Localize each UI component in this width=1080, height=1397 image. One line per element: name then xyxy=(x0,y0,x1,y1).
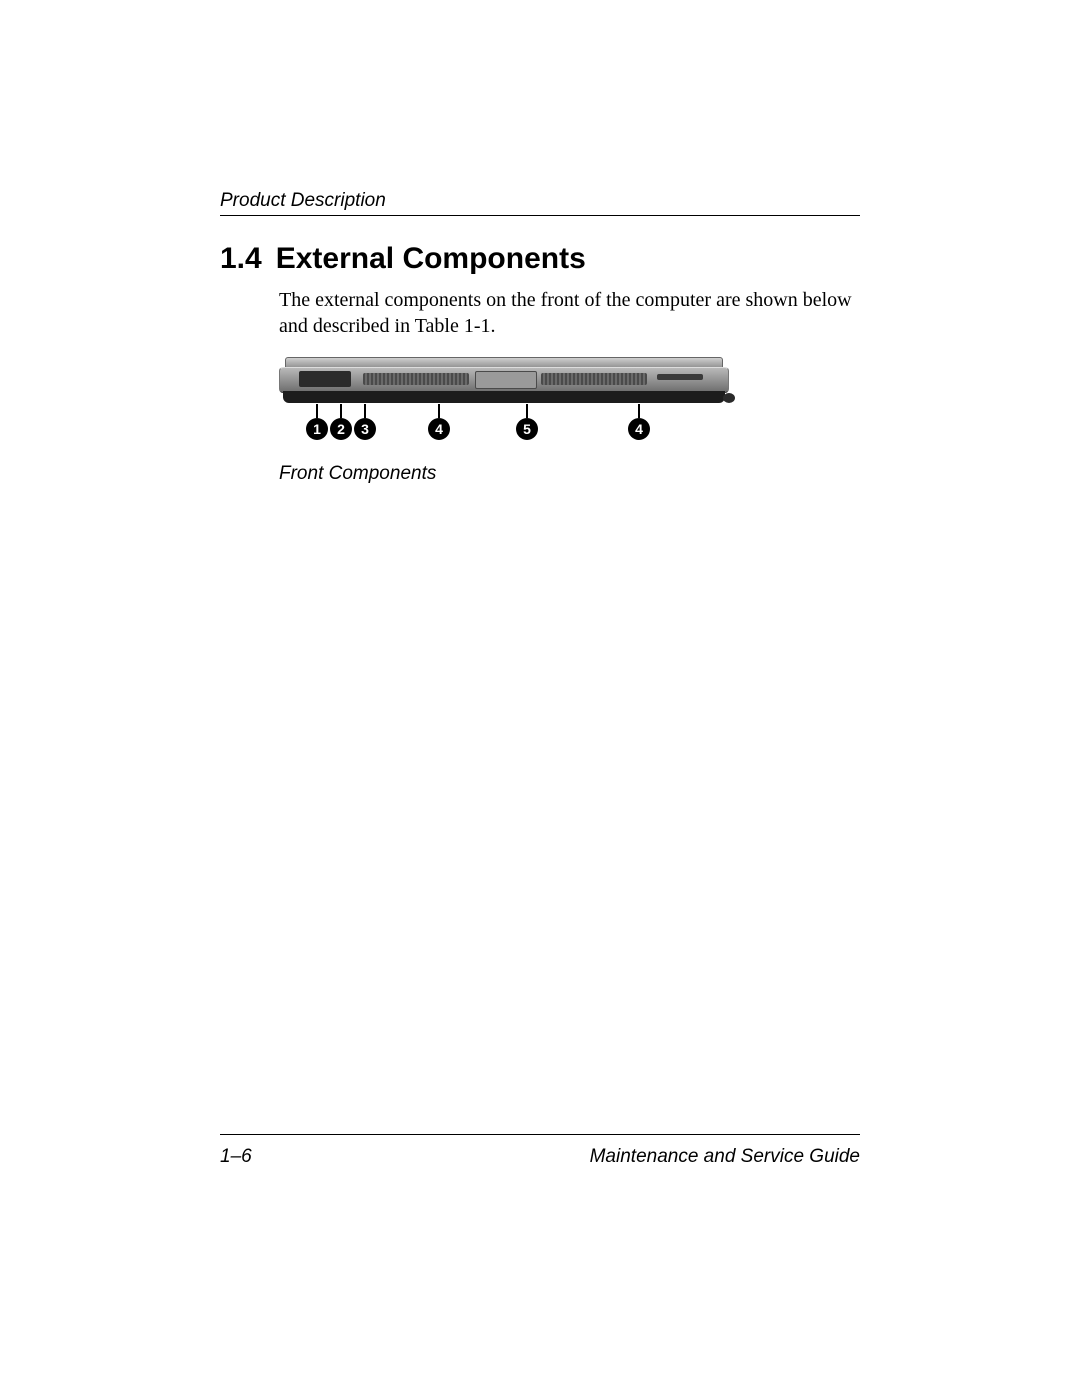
laptop-base-edge xyxy=(283,391,725,403)
callout-row: 1 2 3 4 5 4 xyxy=(279,418,729,458)
laptop-front-illustration xyxy=(279,357,729,407)
callout-number: 4 xyxy=(435,421,443,437)
footer-rule xyxy=(220,1134,860,1135)
callout-3: 3 xyxy=(354,418,376,440)
port-cluster xyxy=(299,371,351,387)
display-latch xyxy=(475,371,537,389)
callout-number: 1 xyxy=(313,421,321,437)
slot-right xyxy=(657,374,703,380)
callout-2: 2 xyxy=(330,418,352,440)
page-number: 1–6 xyxy=(220,1146,252,1168)
section-number: 1.4 xyxy=(220,242,262,275)
hinge-knob xyxy=(723,393,735,403)
speaker-left xyxy=(363,373,469,385)
callout-number: 4 xyxy=(635,421,643,437)
body-paragraph: The external components on the front of … xyxy=(279,287,859,339)
document-page: Product Description 1.4 External Componen… xyxy=(0,0,1080,1397)
speaker-right xyxy=(541,373,647,385)
figure-caption: Front Components xyxy=(279,463,436,485)
callout-number: 5 xyxy=(523,421,531,437)
section-heading: 1.4 External Components xyxy=(220,242,586,276)
section-title: External Components xyxy=(276,242,586,275)
callout-1: 1 xyxy=(306,418,328,440)
book-title: Maintenance and Service Guide xyxy=(590,1146,860,1168)
figure-front-components xyxy=(279,357,729,407)
callout-4a: 4 xyxy=(428,418,450,440)
callout-4b: 4 xyxy=(628,418,650,440)
header-rule xyxy=(220,215,860,216)
callout-number: 2 xyxy=(337,421,345,437)
callout-5: 5 xyxy=(516,418,538,440)
running-head: Product Description xyxy=(220,190,386,212)
callout-number: 3 xyxy=(361,421,369,437)
